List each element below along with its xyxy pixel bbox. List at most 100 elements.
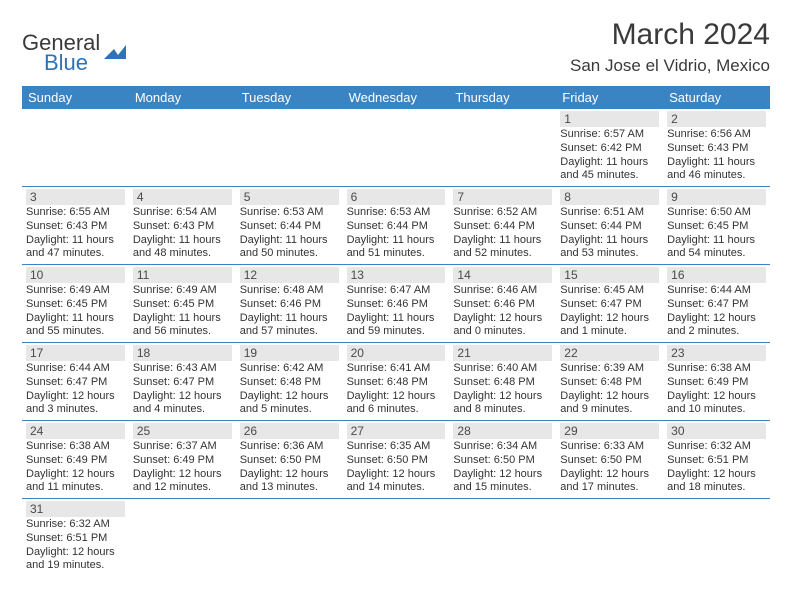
daylight-line: Daylight: 12 hours and 0 minutes. (453, 312, 552, 340)
calendar-day: 22Sunrise: 6:39 AMSunset: 6:48 PMDayligh… (556, 343, 663, 420)
sunset-line: Sunset: 6:47 PM (26, 376, 125, 390)
daylight-line: Daylight: 11 hours and 53 minutes. (560, 234, 659, 262)
day-details: Sunrise: 6:32 AMSunset: 6:51 PMDaylight:… (26, 517, 125, 573)
calendar-week: 10Sunrise: 6:49 AMSunset: 6:45 PMDayligh… (22, 265, 770, 343)
dow-label: Thursday (449, 86, 556, 109)
daylight-line: Daylight: 12 hours and 13 minutes. (240, 468, 339, 496)
sunrise-line: Sunrise: 6:44 AM (26, 362, 125, 376)
sunrise-line: Sunrise: 6:42 AM (240, 362, 339, 376)
daylight-line: Daylight: 12 hours and 17 minutes. (560, 468, 659, 496)
sunrise-line: Sunrise: 6:47 AM (347, 284, 446, 298)
day-details: Sunrise: 6:52 AMSunset: 6:44 PMDaylight:… (453, 205, 552, 261)
day-details: Sunrise: 6:51 AMSunset: 6:44 PMDaylight:… (560, 205, 659, 261)
sunset-line: Sunset: 6:42 PM (560, 142, 659, 156)
sunset-line: Sunset: 6:50 PM (453, 454, 552, 468)
daylight-line: Daylight: 12 hours and 11 minutes. (26, 468, 125, 496)
page-title: March 2024 (570, 18, 770, 52)
sunset-line: Sunset: 6:45 PM (26, 298, 125, 312)
calendar-day (129, 109, 236, 186)
day-details: Sunrise: 6:44 AMSunset: 6:47 PMDaylight:… (26, 361, 125, 417)
calendar-day: 1Sunrise: 6:57 AMSunset: 6:42 PMDaylight… (556, 109, 663, 186)
daylight-line: Daylight: 12 hours and 12 minutes. (133, 468, 232, 496)
calendar-day: 25Sunrise: 6:37 AMSunset: 6:49 PMDayligh… (129, 421, 236, 498)
sunrise-line: Sunrise: 6:45 AM (560, 284, 659, 298)
day-number: 2 (667, 111, 766, 127)
calendar-day: 19Sunrise: 6:42 AMSunset: 6:48 PMDayligh… (236, 343, 343, 420)
day-details: Sunrise: 6:53 AMSunset: 6:44 PMDaylight:… (347, 205, 446, 261)
day-number: 8 (560, 189, 659, 205)
day-details: Sunrise: 6:38 AMSunset: 6:49 PMDaylight:… (667, 361, 766, 417)
daylight-line: Daylight: 12 hours and 1 minute. (560, 312, 659, 340)
calendar-day: 31Sunrise: 6:32 AMSunset: 6:51 PMDayligh… (22, 499, 129, 576)
calendar-day (22, 109, 129, 186)
daylight-line: Daylight: 12 hours and 5 minutes. (240, 390, 339, 418)
daylight-line: Daylight: 11 hours and 59 minutes. (347, 312, 446, 340)
dow-label: Wednesday (343, 86, 450, 109)
day-details: Sunrise: 6:55 AMSunset: 6:43 PMDaylight:… (26, 205, 125, 261)
sunrise-line: Sunrise: 6:40 AM (453, 362, 552, 376)
brand-logo: General Blue (22, 30, 126, 76)
day-number: 20 (347, 345, 446, 361)
day-details: Sunrise: 6:39 AMSunset: 6:48 PMDaylight:… (560, 361, 659, 417)
daylight-line: Daylight: 11 hours and 54 minutes. (667, 234, 766, 262)
day-number: 29 (560, 423, 659, 439)
sunrise-line: Sunrise: 6:34 AM (453, 440, 552, 454)
calendar-day: 21Sunrise: 6:40 AMSunset: 6:48 PMDayligh… (449, 343, 556, 420)
sunset-line: Sunset: 6:50 PM (240, 454, 339, 468)
calendar-day: 14Sunrise: 6:46 AMSunset: 6:46 PMDayligh… (449, 265, 556, 342)
day-number: 30 (667, 423, 766, 439)
day-details: Sunrise: 6:49 AMSunset: 6:45 PMDaylight:… (26, 283, 125, 339)
calendar-day: 18Sunrise: 6:43 AMSunset: 6:47 PMDayligh… (129, 343, 236, 420)
day-details: Sunrise: 6:53 AMSunset: 6:44 PMDaylight:… (240, 205, 339, 261)
daylight-line: Daylight: 11 hours and 51 minutes. (347, 234, 446, 262)
calendar-day: 27Sunrise: 6:35 AMSunset: 6:50 PMDayligh… (343, 421, 450, 498)
calendar-day: 29Sunrise: 6:33 AMSunset: 6:50 PMDayligh… (556, 421, 663, 498)
sunset-line: Sunset: 6:44 PM (347, 220, 446, 234)
sunset-line: Sunset: 6:51 PM (667, 454, 766, 468)
sunset-line: Sunset: 6:48 PM (240, 376, 339, 390)
daylight-line: Daylight: 12 hours and 4 minutes. (133, 390, 232, 418)
calendar-day: 23Sunrise: 6:38 AMSunset: 6:49 PMDayligh… (663, 343, 770, 420)
day-number: 10 (26, 267, 125, 283)
daylight-line: Daylight: 12 hours and 15 minutes. (453, 468, 552, 496)
sunset-line: Sunset: 6:43 PM (667, 142, 766, 156)
day-details: Sunrise: 6:46 AMSunset: 6:46 PMDaylight:… (453, 283, 552, 339)
day-of-week-header: SundayMondayTuesdayWednesdayThursdayFrid… (22, 86, 770, 109)
sunset-line: Sunset: 6:51 PM (26, 532, 125, 546)
calendar-day: 17Sunrise: 6:44 AMSunset: 6:47 PMDayligh… (22, 343, 129, 420)
daylight-line: Daylight: 12 hours and 19 minutes. (26, 546, 125, 574)
day-details: Sunrise: 6:35 AMSunset: 6:50 PMDaylight:… (347, 439, 446, 495)
daylight-line: Daylight: 12 hours and 14 minutes. (347, 468, 446, 496)
day-number: 3 (26, 189, 125, 205)
calendar-day: 9Sunrise: 6:50 AMSunset: 6:45 PMDaylight… (663, 187, 770, 264)
day-number: 13 (347, 267, 446, 283)
day-details: Sunrise: 6:34 AMSunset: 6:50 PMDaylight:… (453, 439, 552, 495)
sunrise-line: Sunrise: 6:43 AM (133, 362, 232, 376)
day-number: 15 (560, 267, 659, 283)
sunrise-line: Sunrise: 6:38 AM (667, 362, 766, 376)
day-number: 17 (26, 345, 125, 361)
calendar-week: 1Sunrise: 6:57 AMSunset: 6:42 PMDaylight… (22, 109, 770, 187)
sunset-line: Sunset: 6:47 PM (667, 298, 766, 312)
daylight-line: Daylight: 11 hours and 55 minutes. (26, 312, 125, 340)
sunset-line: Sunset: 6:50 PM (347, 454, 446, 468)
day-number: 4 (133, 189, 232, 205)
sunrise-line: Sunrise: 6:53 AM (240, 206, 339, 220)
dow-label: Tuesday (236, 86, 343, 109)
day-number: 6 (347, 189, 446, 205)
location-label: San Jose el Vidrio, Mexico (570, 56, 770, 76)
sunrise-line: Sunrise: 6:57 AM (560, 128, 659, 142)
sunset-line: Sunset: 6:43 PM (26, 220, 125, 234)
sunrise-line: Sunrise: 6:39 AM (560, 362, 659, 376)
day-number: 26 (240, 423, 339, 439)
sunrise-line: Sunrise: 6:54 AM (133, 206, 232, 220)
sunset-line: Sunset: 6:48 PM (560, 376, 659, 390)
sunrise-line: Sunrise: 6:56 AM (667, 128, 766, 142)
sunrise-line: Sunrise: 6:35 AM (347, 440, 446, 454)
day-details: Sunrise: 6:36 AMSunset: 6:50 PMDaylight:… (240, 439, 339, 495)
daylight-line: Daylight: 12 hours and 18 minutes. (667, 468, 766, 496)
sunrise-line: Sunrise: 6:44 AM (667, 284, 766, 298)
day-number: 9 (667, 189, 766, 205)
day-details: Sunrise: 6:43 AMSunset: 6:47 PMDaylight:… (133, 361, 232, 417)
calendar-day (449, 109, 556, 186)
